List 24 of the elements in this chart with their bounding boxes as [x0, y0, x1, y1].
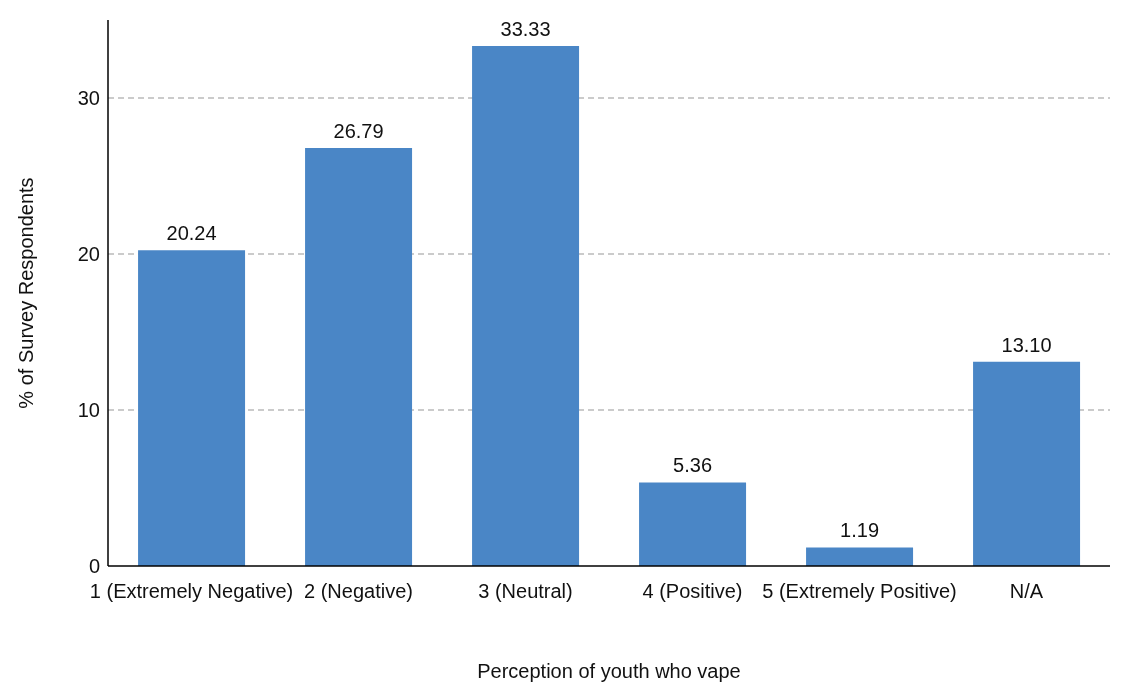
y-tick-label: 30 [77, 87, 100, 110]
y-axis-title: % of Survey Respondents [15, 177, 38, 409]
data-label: 33.33 [500, 18, 551, 41]
x-tick-label: 5 (Extremely Positive) [762, 580, 957, 603]
data-label: 26.79 [333, 120, 384, 143]
data-label: 20.24 [166, 222, 217, 245]
bar [639, 482, 747, 566]
y-tick-label: 0 [88, 555, 100, 578]
data-label: 5.36 [673, 454, 713, 477]
bar [138, 250, 246, 566]
x-tick-label: N/A [1009, 580, 1044, 603]
bar [806, 547, 914, 566]
x-axis-title: Perception of youth who vape [477, 660, 741, 682]
bar [973, 361, 1081, 566]
y-tick-label: 10 [77, 399, 100, 422]
x-tick-label: 2 (Negative) [304, 580, 413, 603]
x-tick-label: 1 (Extremely Negative) [89, 580, 294, 603]
x-tick-label: 4 (Positive) [642, 580, 743, 603]
x-tick-label: 3 (Neutral) [478, 580, 573, 603]
data-label: 13.10 [1001, 333, 1052, 356]
bar [305, 148, 413, 566]
data-label: 1.19 [840, 519, 880, 542]
y-tick-label: 20 [77, 243, 100, 266]
bar [472, 46, 580, 566]
